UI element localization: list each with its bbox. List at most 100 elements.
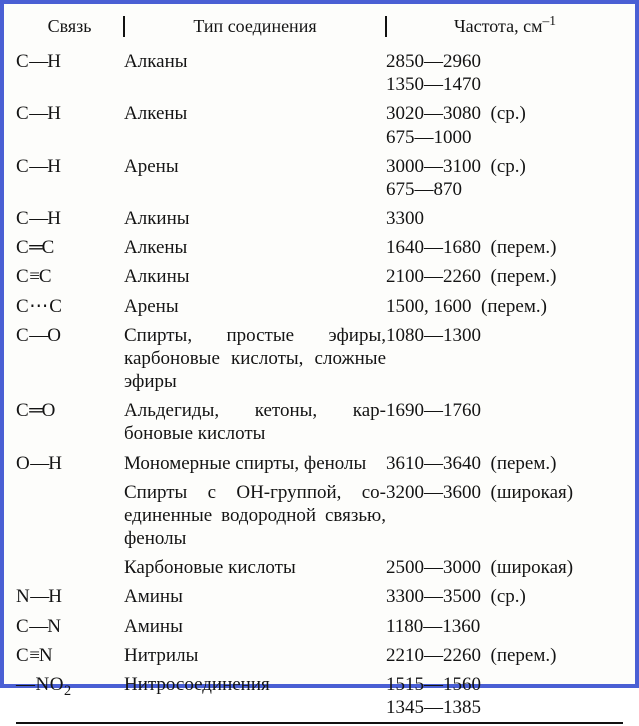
- compound-type-cell: Алкены: [124, 99, 386, 151]
- table-header-row: Связь Тип соединения Частота, см–1: [16, 16, 623, 37]
- bond-cell: [16, 553, 124, 582]
- bond-cell: C≡C: [16, 262, 124, 291]
- frequency-cell: 3610—3640 (перем.): [386, 449, 623, 478]
- table-row: C—N Амины1180—1360: [16, 612, 623, 641]
- compound-type-cell: Спирты с OH-группой, со­единенные водоро…: [124, 478, 386, 554]
- frequency-cell: 1080—1300: [386, 321, 623, 397]
- frequency-value: 2100—2260 (перем.): [386, 266, 556, 287]
- header-compound-type: Тип соединения: [124, 16, 386, 37]
- header-frequency-exp: –1: [543, 13, 557, 28]
- frequency-cell: 2210—2260 (перем.): [386, 641, 623, 670]
- bond-cell: C—N: [16, 612, 124, 641]
- table-row: O—H Мономерные спирты, фе­нолы3610—3640 (…: [16, 449, 623, 478]
- bond-cell: N—H: [16, 582, 124, 611]
- bond-formula: C═O: [16, 400, 56, 421]
- table-row: —NO2 Нитросоединения1515—15601345—1385: [16, 670, 623, 723]
- table-row: C═C Алкены1640—1680 (перем.): [16, 233, 623, 262]
- frequency-value: 3000—3100 (ср.)675—870: [386, 156, 526, 200]
- bond-formula: C—H: [16, 103, 61, 124]
- compound-type-cell: Мономерные спирты, фе­нолы: [124, 449, 386, 478]
- compound-type-cell: Алканы: [124, 47, 386, 99]
- frequency-cell: 2100—2260 (перем.): [386, 262, 623, 291]
- frequency-cell: 1180—1360: [386, 612, 623, 641]
- bond-formula: —NO2: [16, 674, 72, 695]
- bond-formula: N—H: [16, 586, 62, 607]
- frequency-value: 1080—1300: [386, 325, 481, 346]
- table-row: Карбоновые кислоты2500—3000 (широкая): [16, 553, 623, 582]
- header-bond: Связь: [16, 16, 124, 37]
- frequency-cell: 3000—3100 (ср.)675—870: [386, 152, 623, 204]
- compound-type-cell: Арены: [124, 292, 386, 321]
- frequency-value: 1180—1360: [386, 616, 480, 637]
- compound-type-cell: Алкины: [124, 204, 386, 233]
- bond-formula: C≡N: [16, 645, 53, 666]
- frequency-cell: 1500, 1600 (перем.): [386, 292, 623, 321]
- bond-formula: O—H: [16, 453, 62, 474]
- bond-cell: C⋯C: [16, 292, 124, 321]
- compound-type-cell: Арены: [124, 152, 386, 204]
- bond-formula: C—H: [16, 208, 61, 229]
- table-row: C—H Алканы2850—29601350—1470: [16, 47, 623, 99]
- table-row: C═O Альдегиды, кетоны, кар­боновые кислот…: [16, 396, 623, 448]
- bond-cell: O—H: [16, 449, 124, 478]
- table-container: Связь Тип соединения Частота, см–1 C—HАл…: [0, 0, 639, 688]
- frequency-value: 2210—2260 (перем.): [386, 645, 556, 666]
- bond-cell: C—H: [16, 152, 124, 204]
- header-frequency-text: Частота, см: [454, 16, 543, 36]
- bond-cell: C—H: [16, 204, 124, 233]
- bond-formula: C—H: [16, 51, 61, 72]
- bond-cell: C═C: [16, 233, 124, 262]
- frequency-cell: 3300—3500 (ср.): [386, 582, 623, 611]
- compound-type-cell: Карбоновые кислоты: [124, 553, 386, 582]
- frequency-cell: 3300: [386, 204, 623, 233]
- frequency-value: 3610—3640 (перем.): [386, 453, 556, 474]
- compound-type-cell: Альдегиды, кетоны, кар­боновые кислоты: [124, 396, 386, 448]
- compound-type-cell: Алкены: [124, 233, 386, 262]
- frequency-value: 1515—15601345—1385: [386, 674, 481, 718]
- bond-formula: C—O: [16, 325, 61, 346]
- compound-type-cell: Алкины: [124, 262, 386, 291]
- bond-cell: —NO2: [16, 670, 124, 723]
- frequency-value: 3300: [386, 208, 424, 229]
- frequency-value: 3300—3500 (ср.): [386, 586, 526, 607]
- table-row: C—H Алкены3020—3080 (ср.)675—1000: [16, 99, 623, 151]
- table-row: C—HАрены3000—3100 (ср.)675—870: [16, 152, 623, 204]
- compound-type-cell: Спирты, простые эфиры, карбоновые кислот…: [124, 321, 386, 397]
- table-row: C—O Спирты, простые эфиры, карбоновые кис…: [16, 321, 623, 397]
- frequency-value: 1500, 1600 (перем.): [386, 296, 547, 317]
- bond-formula: C—N: [16, 616, 61, 637]
- frequency-cell: 1690—1760: [386, 396, 623, 448]
- frequency-value: 2500—3000 (широкая): [386, 557, 573, 578]
- spacer-row: [16, 37, 623, 47]
- compound-type-cell: Амины: [124, 582, 386, 611]
- compound-type-cell: Нитрилы: [124, 641, 386, 670]
- table-row: C≡CАлкины2100—2260 (перем.): [16, 262, 623, 291]
- bond-cell: C—H: [16, 47, 124, 99]
- table-row: N—H Амины3300—3500 (ср.): [16, 582, 623, 611]
- bond-cell: [16, 478, 124, 554]
- compound-type-cell: Амины: [124, 612, 386, 641]
- bond-cell: C≡N: [16, 641, 124, 670]
- frequency-value: 2850—29601350—1470: [386, 51, 481, 95]
- ir-spectroscopy-table: Связь Тип соединения Частота, см–1 C—HАл…: [16, 16, 623, 726]
- frequency-cell: 2500—3000 (широкая): [386, 553, 623, 582]
- frequency-cell: 2850—29601350—1470: [386, 47, 623, 99]
- bond-formula: C═C: [16, 237, 55, 258]
- table-row: Спирты с OH-группой, со­единенные водоро…: [16, 478, 623, 554]
- frequency-value: 3020—3080 (ср.)675—1000: [386, 103, 526, 147]
- table-row: C⋯C Арены1500, 1600 (перем.): [16, 292, 623, 321]
- compound-type-cell: Нитросоединения: [124, 670, 386, 723]
- header-frequency: Частота, см–1: [386, 16, 623, 37]
- frequency-value: 1640—1680 (перем.): [386, 237, 556, 258]
- frequency-value: 3200—3600 (широкая): [386, 482, 573, 503]
- bond-cell: C—O: [16, 321, 124, 397]
- bond-cell: C—H: [16, 99, 124, 151]
- frequency-cell: 3200—3600 (широкая): [386, 478, 623, 554]
- frequency-value: 1690—1760: [386, 400, 481, 421]
- bond-cell: C═O: [16, 396, 124, 448]
- frequency-cell: 3020—3080 (ср.)675—1000: [386, 99, 623, 151]
- table-row: C≡N Нитрилы2210—2260 (перем.): [16, 641, 623, 670]
- frequency-cell: 1515—15601345—1385: [386, 670, 623, 723]
- frequency-cell: 1640—1680 (перем.): [386, 233, 623, 262]
- bond-formula: C⋯C: [16, 296, 62, 317]
